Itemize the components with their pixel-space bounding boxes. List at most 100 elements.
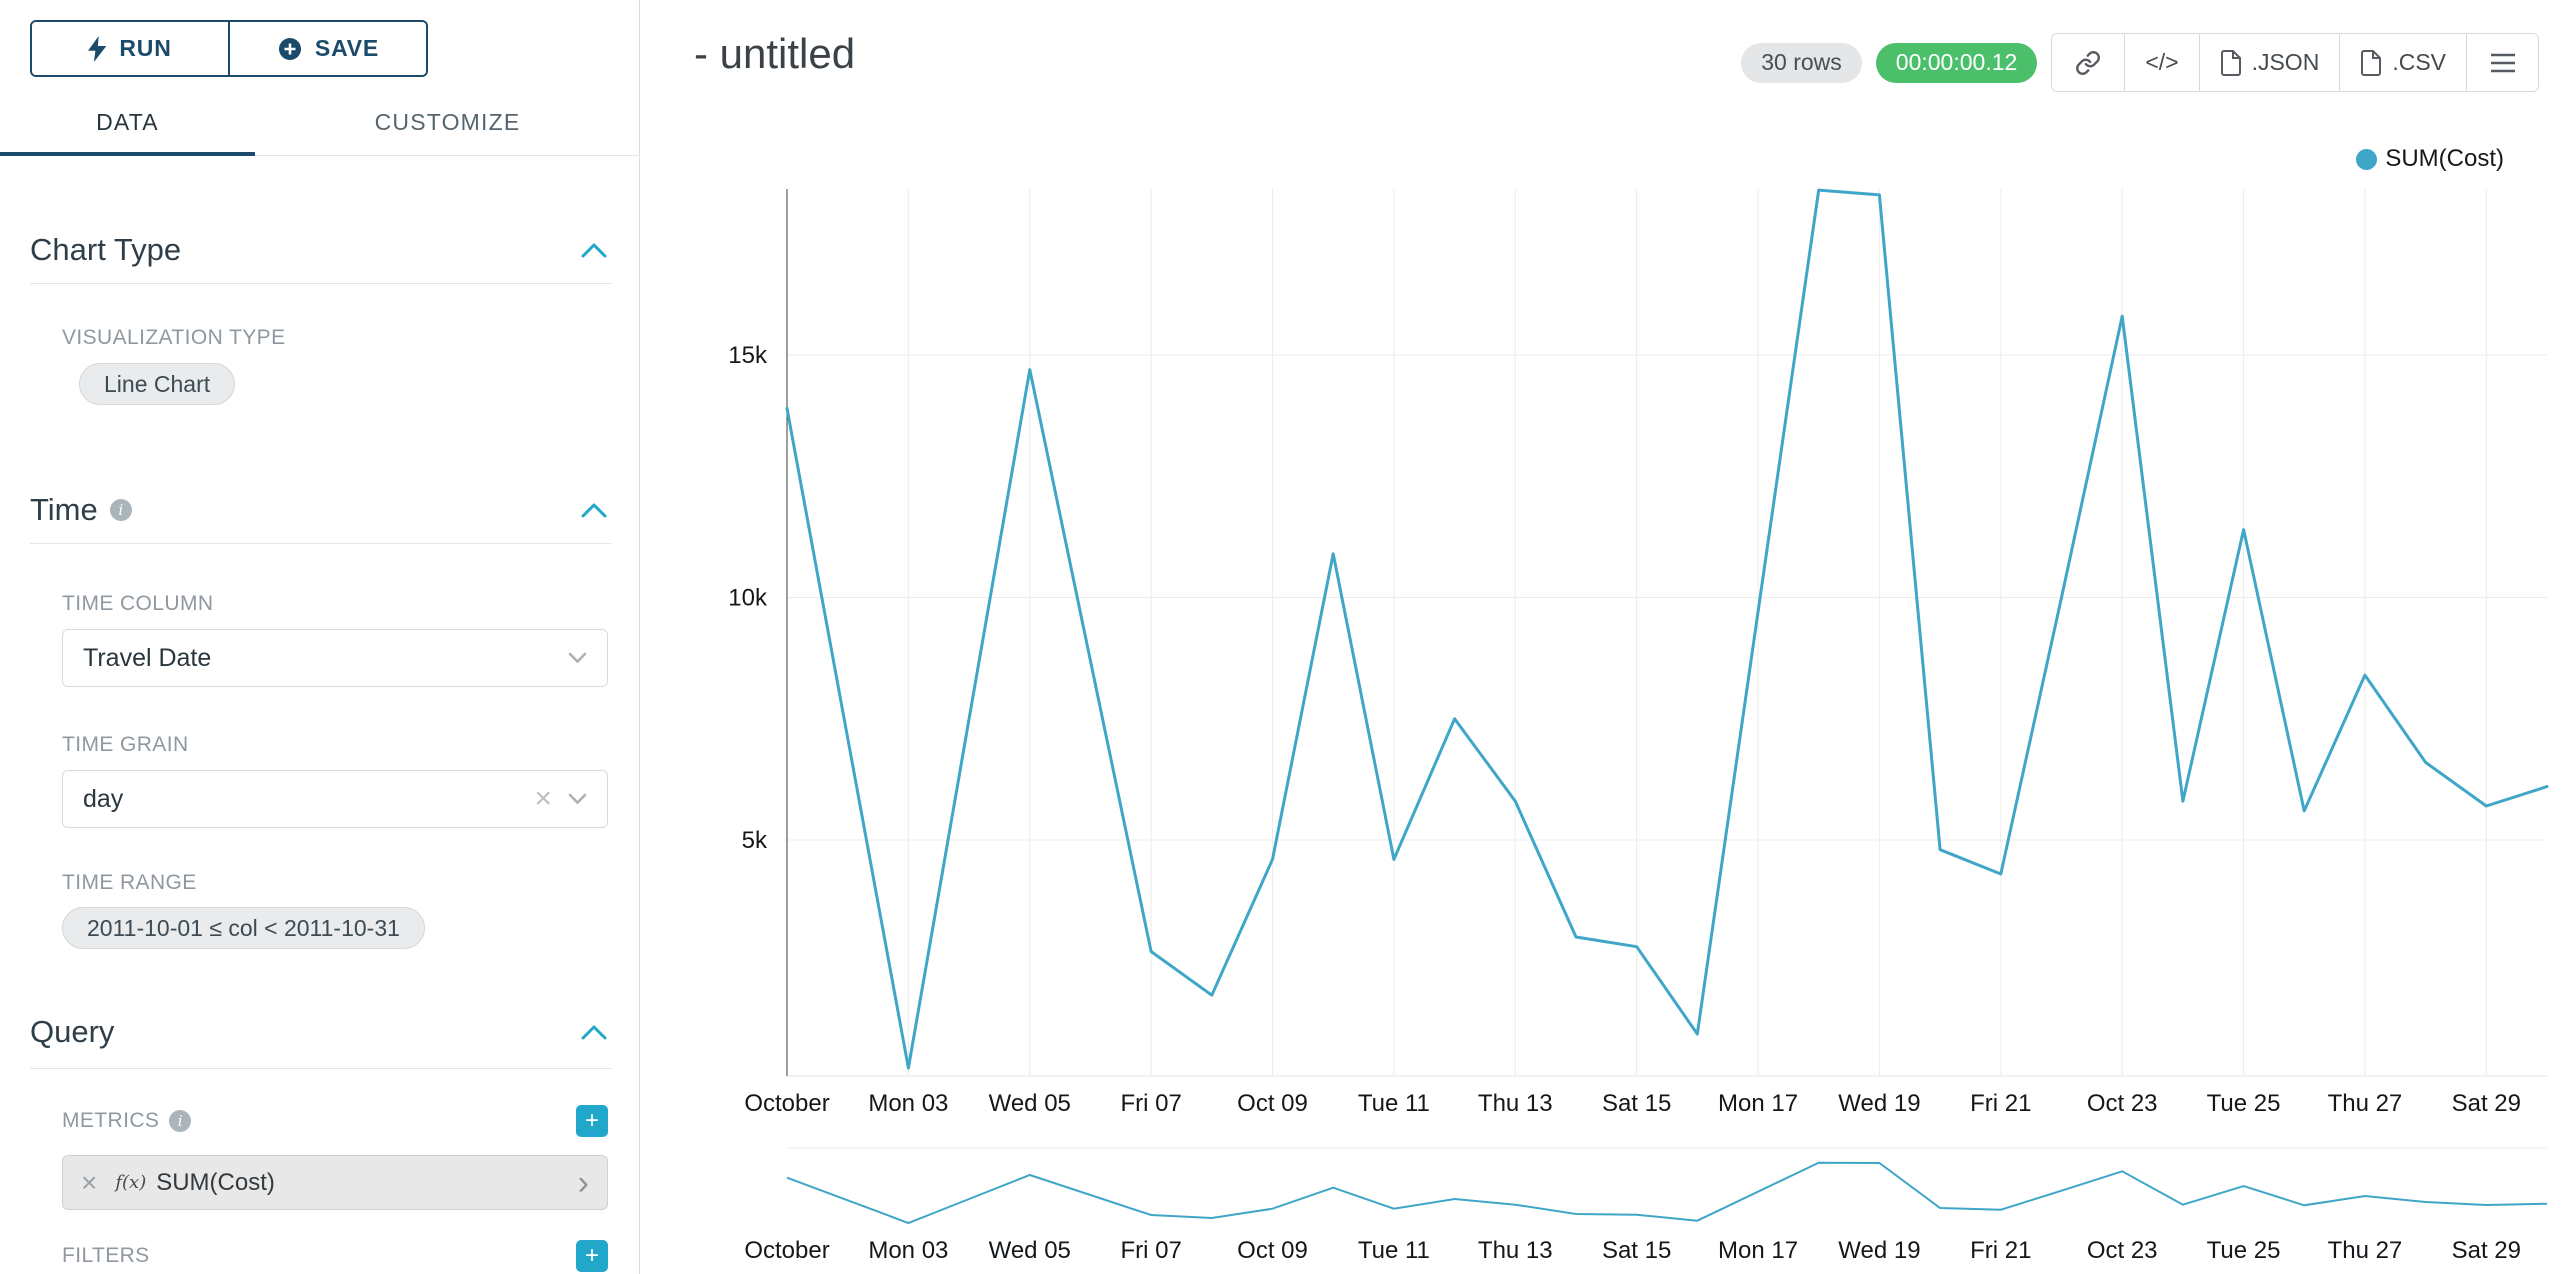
viz-type-value: Line Chart bbox=[104, 370, 211, 397]
time-range-value: 2011-10-01 ≤ col < 2011-10-31 bbox=[87, 914, 400, 941]
clear-icon[interactable]: × bbox=[534, 782, 552, 815]
run-button[interactable]: RUN bbox=[32, 22, 228, 75]
brush-tick-label: Tue 25 bbox=[2207, 1237, 2281, 1264]
export-csv-button[interactable]: .CSV bbox=[2339, 34, 2466, 91]
x-tick-label: Fri 07 bbox=[1120, 1090, 1181, 1117]
query-title: Query bbox=[30, 1014, 115, 1049]
query-actions: RUN SAVE bbox=[30, 20, 428, 77]
brush-tick-label: Sat 29 bbox=[2452, 1237, 2521, 1264]
code-icon: </> bbox=[2145, 49, 2179, 75]
remove-metric-icon[interactable]: × bbox=[81, 1166, 98, 1198]
run-label: RUN bbox=[119, 35, 172, 61]
viz-type-label: VISUALIZATION TYPE bbox=[62, 326, 286, 349]
x-tick-label: Mon 03 bbox=[868, 1090, 948, 1117]
time-range-label: TIME RANGE bbox=[62, 871, 197, 894]
brush-line bbox=[786, 1161, 2548, 1225]
y-axis-label: 10k bbox=[728, 585, 768, 612]
metric-value: SUM(Cost) bbox=[156, 1168, 275, 1196]
plus-circle-icon bbox=[278, 37, 301, 60]
chart-legend[interactable]: SUM(Cost) bbox=[2356, 145, 2504, 173]
add-filter-button[interactable]: + bbox=[576, 1240, 608, 1272]
chart-title: - untitled bbox=[694, 30, 856, 77]
chart-type-title: Chart Type bbox=[30, 232, 182, 267]
header-controls: 30 rows 00:00:00.12 </> .J bbox=[1741, 33, 2539, 92]
brush-tick-label: Tue 11 bbox=[1358, 1237, 1430, 1264]
time-range-chip[interactable]: 2011-10-01 ≤ col < 2011-10-31 bbox=[62, 907, 425, 949]
csv-label: .CSV bbox=[2392, 49, 2446, 75]
time-grain-value: day bbox=[83, 784, 124, 813]
add-metric-button[interactable]: + bbox=[576, 1105, 608, 1137]
brush-tick-label: Mon 03 bbox=[868, 1237, 948, 1264]
x-tick-label: Sat 15 bbox=[1602, 1090, 1671, 1117]
x-tick-label: Fri 21 bbox=[1970, 1090, 2031, 1117]
section-divider bbox=[30, 283, 611, 284]
x-tick-label: Oct 09 bbox=[1237, 1090, 1308, 1117]
time-title: Time bbox=[30, 492, 98, 527]
section-chart-type[interactable]: Chart Type bbox=[30, 228, 608, 272]
info-icon[interactable]: i bbox=[109, 499, 132, 521]
y-axis-label: 15k bbox=[728, 342, 768, 369]
x-tick-label: Sat 29 bbox=[2452, 1090, 2521, 1117]
chevron-down-icon bbox=[568, 793, 587, 805]
brush-tick-label: Wed 19 bbox=[1838, 1237, 1920, 1264]
save-label: SAVE bbox=[314, 35, 380, 61]
link-icon bbox=[2076, 50, 2101, 75]
export-json-button[interactable]: .JSON bbox=[2198, 34, 2340, 91]
metrics-label: METRICS i bbox=[62, 1109, 192, 1133]
time-grain-select[interactable]: day × bbox=[62, 770, 608, 828]
hamburger-icon bbox=[2490, 53, 2515, 72]
x-tick-label: Mon 17 bbox=[1718, 1090, 1798, 1117]
tab-data[interactable]: DATA bbox=[0, 90, 255, 156]
time-column-value: Travel Date bbox=[83, 643, 212, 672]
x-tick-label: October bbox=[744, 1090, 829, 1117]
metric-chip[interactable]: × f(x) SUM(Cost) › bbox=[62, 1155, 608, 1210]
query-duration-badge: 00:00:00.12 bbox=[1875, 42, 2038, 83]
panel-tabs: DATA CUSTOMIZE bbox=[0, 90, 640, 156]
y-axis-label: 5k bbox=[742, 827, 768, 854]
brush-tick-label: Oct 09 bbox=[1237, 1237, 1308, 1264]
function-icon: f(x) bbox=[115, 1172, 147, 1193]
section-divider bbox=[30, 1068, 611, 1069]
x-tick-label: Tue 11 bbox=[1358, 1090, 1430, 1117]
chevron-up-icon bbox=[581, 1025, 607, 1039]
view-query-button[interactable]: </> bbox=[2124, 34, 2199, 91]
copy-link-button[interactable] bbox=[2052, 34, 2125, 91]
brush-tick-label: Oct 23 bbox=[2087, 1237, 2158, 1264]
file-icon bbox=[2361, 49, 2382, 76]
series-line bbox=[785, 188, 2549, 1070]
legend-label: SUM(Cost) bbox=[2385, 145, 2504, 172]
metrics-header-row: METRICS i + bbox=[62, 1105, 608, 1137]
tab-customize[interactable]: CUSTOMIZE bbox=[255, 90, 640, 155]
chevron-right-icon: › bbox=[577, 1163, 589, 1202]
line-chart-canvas[interactable]: 15k 10k 5k October Mon 03 Wed 05 Fri 07 Oct 09 T… bbox=[641, 0, 2576, 1274]
chevron-down-icon bbox=[568, 652, 587, 664]
x-tick-label: Tue 25 bbox=[2207, 1090, 2281, 1117]
json-label: .JSON bbox=[2251, 49, 2320, 75]
filters-label: FILTERS bbox=[62, 1244, 150, 1267]
section-divider bbox=[30, 543, 611, 544]
section-query[interactable]: Query bbox=[30, 1010, 608, 1054]
time-column-select[interactable]: Travel Date bbox=[62, 629, 608, 687]
section-time[interactable]: Time i bbox=[30, 488, 608, 532]
legend-dot bbox=[2356, 148, 2378, 170]
brush-tick-label: Mon 17 bbox=[1718, 1237, 1798, 1264]
x-tick-label: Wed 05 bbox=[989, 1090, 1071, 1117]
chart-container: - untitled 30 rows 00:00:00.12 </> bbox=[641, 0, 2576, 1274]
brush-tick-label: Fri 07 bbox=[1120, 1237, 1181, 1264]
control-panel: RUN SAVE DATA CUSTOMIZE Chart Type bbox=[0, 0, 640, 1274]
brush-tick-label: Wed 05 bbox=[989, 1237, 1071, 1264]
viz-type-chip[interactable]: Line Chart bbox=[79, 363, 236, 405]
tab-customize-label: CUSTOMIZE bbox=[374, 109, 521, 135]
save-button[interactable]: SAVE bbox=[228, 22, 426, 75]
x-tick-label: Thu 13 bbox=[1478, 1090, 1553, 1117]
info-icon[interactable]: i bbox=[169, 1110, 192, 1132]
menu-button[interactable] bbox=[2466, 34, 2538, 91]
time-column-label: TIME COLUMN bbox=[62, 592, 214, 615]
brush-tick-label: Sat 15 bbox=[1602, 1237, 1671, 1264]
filters-header-row: FILTERS + bbox=[62, 1240, 608, 1272]
chevron-up-icon bbox=[581, 243, 607, 257]
brush-tick-label: Thu 27 bbox=[2328, 1237, 2403, 1264]
tab-data-label: DATA bbox=[96, 109, 159, 135]
row-count-badge: 30 rows bbox=[1741, 42, 1862, 83]
x-tick-label: Wed 19 bbox=[1838, 1090, 1920, 1117]
